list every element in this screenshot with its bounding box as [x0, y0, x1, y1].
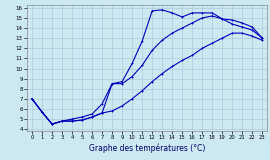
X-axis label: Graphe des températures (°C): Graphe des températures (°C) [89, 143, 205, 153]
